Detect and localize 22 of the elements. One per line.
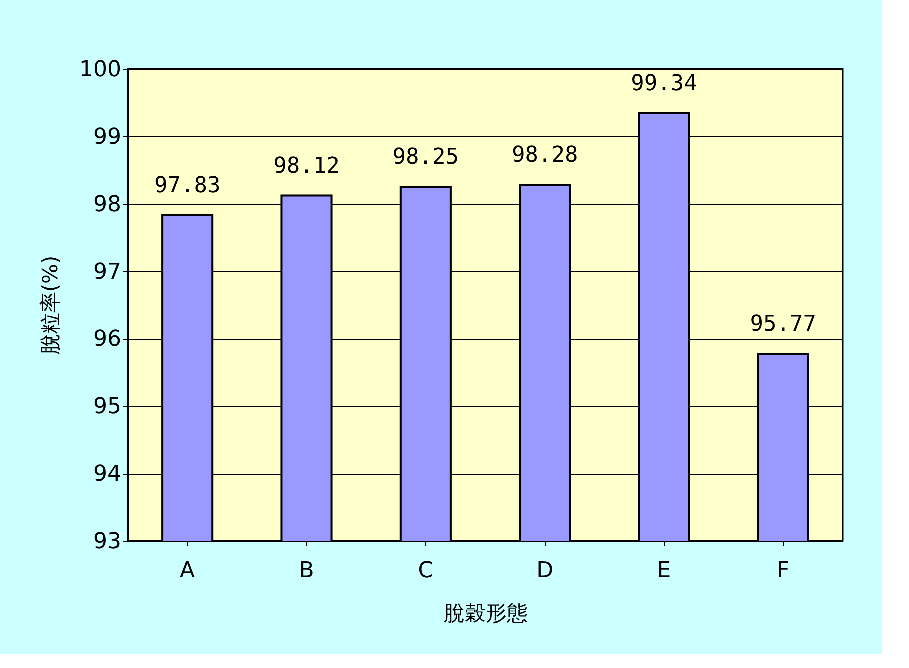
y-tick-label: 93 — [94, 530, 122, 554]
y-tick-label: 97 — [94, 260, 122, 285]
y-tick-label: 95 — [94, 394, 122, 420]
data-label: 98.25 — [392, 145, 460, 170]
x-tick-label: A — [180, 558, 196, 584]
x-tick-label: B — [299, 558, 314, 584]
data-label: 98.28 — [512, 142, 578, 168]
data-label: 99.34 — [631, 72, 698, 97]
y-tick-label: 98 — [94, 192, 122, 218]
y-tick-label: 99 — [94, 124, 122, 150]
y-tick-label: 96 — [94, 327, 122, 352]
data-label: 95.77 — [750, 312, 817, 338]
x-tick-label: C — [418, 558, 434, 584]
x-tick-label: F — [777, 558, 790, 584]
y-tick-label: 100 — [80, 58, 122, 82]
y-tick-label: 94 — [94, 462, 122, 488]
y-axis-title: 脫粒率(%) — [38, 256, 63, 356]
data-label: 98.12 — [274, 154, 340, 179]
x-axis-title: 脫穀形態 — [444, 602, 528, 626]
data-label: 97.83 — [154, 173, 221, 198]
x-tick-label: E — [657, 558, 672, 584]
x-tick-label: D — [536, 558, 554, 584]
